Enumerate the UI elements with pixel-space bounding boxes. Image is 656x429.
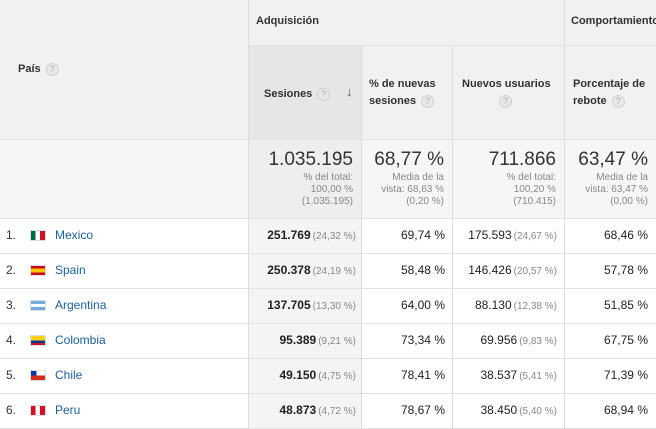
spain-flag-icon xyxy=(30,265,46,276)
new-users-cell: 69.956 (9,83 %) xyxy=(480,333,558,347)
column-header-new-users[interactable]: Nuevos usuarios? xyxy=(462,76,558,110)
total-sessions-note: % del total: 100,00 % (1.035.195) xyxy=(301,172,353,207)
row-number: 6. xyxy=(6,403,17,417)
sessions-cell: 137.705 (13,30 %) xyxy=(267,298,356,312)
table-row: 3. Argentina 137.705 (13,30 %) 64,00 % 88.130… xyxy=(0,288,656,323)
column-header-sessions[interactable]: Sesiones? xyxy=(264,86,331,103)
row-number: 3. xyxy=(6,298,17,312)
bounce-rate-cell: 67,75 % xyxy=(603,333,648,347)
mexico-flag-icon xyxy=(30,230,46,241)
new-users-cell: 38.450 (5,40 %) xyxy=(480,403,558,417)
total-new-users: 711.866 % del total: 100,20 % (710.415) xyxy=(452,139,564,218)
sessions-header-highlight xyxy=(249,45,361,139)
new-sessions-cell: 58,48 % xyxy=(400,263,445,277)
table-row: 5. Chile 49.150 (4,75 %) 78,41 % 38.537 (5,41 … xyxy=(0,358,656,393)
help-icon[interactable]: ? xyxy=(611,94,625,108)
help-icon[interactable]: ? xyxy=(499,94,512,108)
bounce-rate-cell: 68,46 % xyxy=(603,228,648,242)
table-row: 1. Mexico 251.769 (24,32 %) 69,74 % 175.593 (2… xyxy=(0,218,656,253)
country-link[interactable]: Spain xyxy=(55,263,86,277)
sort-descending-icon[interactable]: ↓ xyxy=(346,84,353,99)
row-number: 1. xyxy=(6,228,17,242)
new-sessions-cell: 69,74 % xyxy=(400,228,445,242)
group-behavior-label: Comportamiento xyxy=(571,15,656,27)
new-sessions-header-label: % de nuevas sesiones xyxy=(369,78,436,107)
sessions-cell: 48.873 (4,72 %) xyxy=(279,403,357,417)
new-users-cell: 38.537 (5,41 %) xyxy=(480,368,558,382)
table-row: 6. Peru 48.873 (4,72 %) 78,67 % 38.450 (5,40 %… xyxy=(0,393,656,428)
sessions-cell: 250.378 (24,19 %) xyxy=(267,263,356,277)
country-header-label: País xyxy=(18,63,41,75)
column-header-new-sessions[interactable]: % de nuevas sesiones? xyxy=(369,76,447,110)
argentina-flag-icon xyxy=(30,300,46,311)
new-sessions-cell: 78,67 % xyxy=(400,403,445,417)
sessions-cell: 251.769 (24,32 %) xyxy=(267,228,356,242)
bounce-rate-header-label: Porcentaje de rebote xyxy=(573,78,646,107)
help-icon[interactable]: ? xyxy=(421,94,435,108)
chile-flag-icon xyxy=(30,370,46,381)
bounce-rate-cell: 71,39 % xyxy=(603,368,648,382)
total-new-users-value: 711.866 xyxy=(488,149,556,170)
column-header-bounce-rate[interactable]: Porcentaje de rebote? xyxy=(573,76,653,110)
bounce-rate-cell: 51,85 % xyxy=(603,298,648,312)
country-link[interactable]: Peru xyxy=(55,403,81,417)
country-link[interactable]: Mexico xyxy=(55,228,94,242)
total-bounce-rate-note: Media de la vista: 63,47 % (0,00 %) xyxy=(585,172,648,207)
new-users-cell: 88.130 (12,38 %) xyxy=(474,298,557,312)
new-users-header-label: Nuevos usuarios xyxy=(462,78,551,90)
total-new-users-note: % del total: 100,20 % (710.415) xyxy=(506,172,556,207)
total-bounce-rate: 63,47 % Media de la vista: 63,47 % (0,00 %… xyxy=(565,139,656,218)
table-row: 2. Spain 250.378 (24,19 %) 58,48 % 146.426 (20… xyxy=(0,253,656,288)
group-acquisition-label: Adquisición xyxy=(256,15,319,27)
new-sessions-cell: 64,00 % xyxy=(400,298,445,312)
colombia-flag-icon xyxy=(30,335,46,346)
row-number: 2. xyxy=(6,263,17,277)
bounce-rate-cell: 68,94 % xyxy=(603,403,648,417)
total-new-sessions-note: Media de la vista: 68,63 % (0,20 %) xyxy=(381,172,444,207)
total-new-sessions: 68,77 % Media de la vista: 68,63 % (0,20 %… xyxy=(361,139,452,218)
new-sessions-cell: 78,41 % xyxy=(400,368,445,382)
sessions-header-label: Sesiones xyxy=(264,88,313,100)
table-row: 4. Colombia 95.389 (9,21 %) 73,34 % 69.956 (9,… xyxy=(0,323,656,358)
peru-flag-icon xyxy=(30,405,46,416)
bounce-rate-cell: 57,78 % xyxy=(603,263,648,277)
sessions-total-highlight xyxy=(249,139,361,218)
sessions-cell: 95.389 (9,21 %) xyxy=(279,333,357,347)
new-sessions-cell: 73,34 % xyxy=(400,333,445,347)
help-icon[interactable]: ? xyxy=(317,87,331,101)
sessions-cell: 49.150 (4,75 %) xyxy=(279,368,357,382)
total-new-sessions-value: 68,77 % xyxy=(374,149,444,170)
help-icon[interactable]: ? xyxy=(45,62,59,76)
country-link[interactable]: Colombia xyxy=(55,333,106,347)
column-header-country[interactable]: País? xyxy=(18,61,59,78)
new-users-cell: 146.426 (20,57 %) xyxy=(468,263,557,277)
total-bounce-rate-value: 63,47 % xyxy=(578,149,648,170)
row-number: 5. xyxy=(6,368,17,382)
total-sessions: 1.035.195 % del total: 100,00 % (1.035.195… xyxy=(249,139,361,218)
country-link[interactable]: Argentina xyxy=(55,298,107,312)
country-link[interactable]: Chile xyxy=(55,368,83,382)
new-users-cell: 175.593 (24,67 %) xyxy=(468,228,557,242)
total-sessions-value: 1.035.195 xyxy=(268,149,353,170)
row-number: 4. xyxy=(6,333,17,347)
